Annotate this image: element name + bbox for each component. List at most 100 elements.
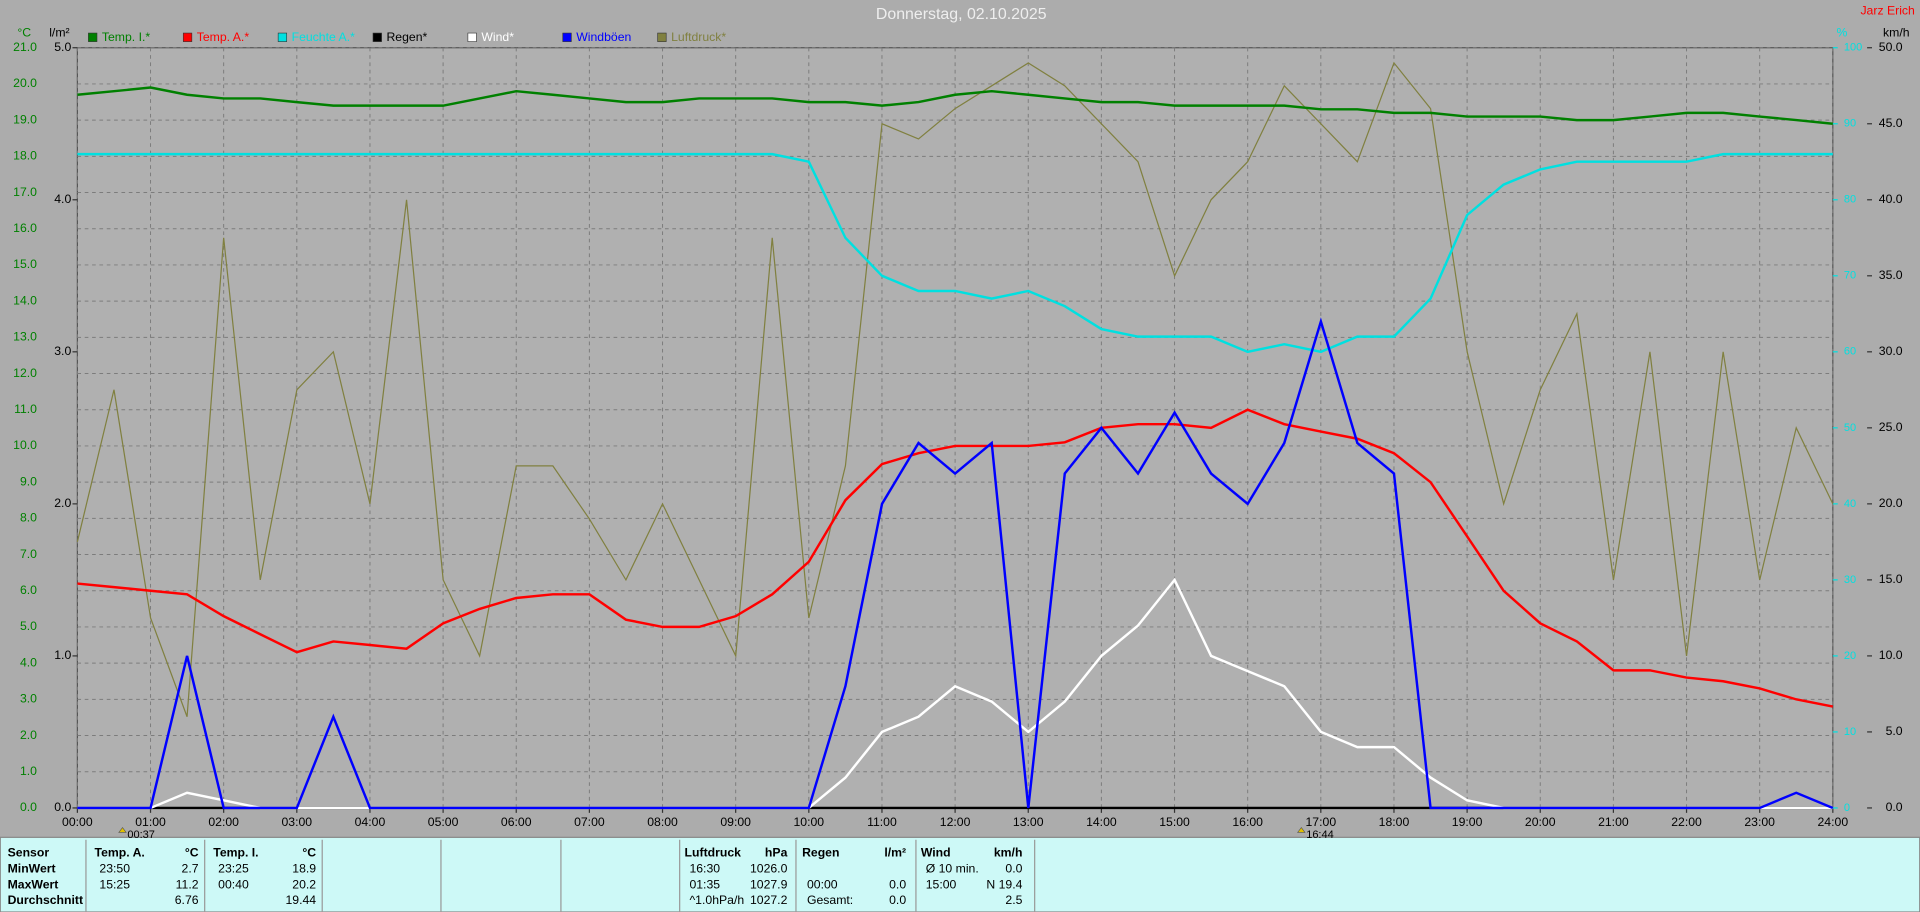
y2-tick-label: 5.0 [54,40,71,54]
y4-tick-label: 25.0 [1879,420,1903,434]
series-line [77,152,1833,354]
cell-label: 01:35 [689,877,720,891]
row-label: MaxWert [8,877,59,891]
y4-tick-label: 40.0 [1879,192,1903,206]
x-tick-label: 09:00 [720,815,751,829]
cell-value: 6.76 [175,893,199,907]
y-tick-label: 10.0 [13,438,37,452]
cell-label: 16:30 [689,861,720,875]
table-header: Sensor [8,845,50,859]
stats-panel: Sensor MinWert MaxWert Durchschnitt Temp. A.… [0,836,1920,912]
x-tick-label: 00:00 [62,815,93,829]
y-tick-label: 9.0 [20,474,37,488]
legend-label: Regen* [386,30,427,44]
legend-swatch [562,32,572,42]
unit-label: % [1836,25,1847,39]
column-unit: °C [185,845,199,859]
x-tick-label: 21:00 [1598,815,1629,829]
x-tick-label: 13:00 [1013,815,1044,829]
column-title: Regen [802,845,839,859]
y-tick-label: 19.0 [13,112,37,126]
x-tick-label: 17:00 [1306,815,1337,829]
y3-tick-label: 100 [1844,42,1862,54]
y3-tick-label: 40 [1844,498,1856,510]
unit-label: l/m² [49,25,69,39]
y-tick-label: 1.0 [20,764,37,778]
x-tick-label: 07:00 [574,815,605,829]
y4-tick-label: 35.0 [1879,268,1903,282]
panel-background [0,836,1920,912]
y-tick-label: 11.0 [14,402,37,416]
y4-tick-label: 15.0 [1879,572,1903,586]
y-tick-label: 17.0 [13,185,37,199]
cell-label: 15:00 [926,877,957,891]
y4-tick-label: 10.0 [1879,648,1903,662]
cell-label: Gesamt: [807,893,853,907]
y3-tick-label: 90 [1844,118,1856,130]
column-unit: °C [302,845,316,859]
grid [76,47,1834,809]
y2-tick-label: 2.0 [54,496,71,510]
y3-tick-label: 20 [1844,650,1856,662]
y-tick-label: 12.0 [13,366,37,380]
x-tick-label: 20:00 [1525,815,1556,829]
y-tick-label: 6.0 [20,583,37,597]
x-tick-label: 22:00 [1671,815,1702,829]
column-title: Wind [921,845,951,859]
y2-tick-label: 0.0 [54,800,71,814]
y-tick-label: 5.0 [20,619,37,633]
y-tick-label: 21.0 [13,40,37,54]
cell-label: 00:40 [218,877,249,891]
y3-tick-label: 30 [1844,574,1856,586]
cell-label: ^1.0hPa/h [689,893,744,907]
cell-value: 1026.0 [750,861,788,875]
annotation-label: 16:44 [1306,829,1334,841]
legend-swatch [372,32,382,42]
cell-value: 2.5 [1005,893,1022,907]
cell-value: 19.44 [285,893,316,907]
series-line [77,408,1834,708]
y3-tick-label: 80 [1844,194,1856,206]
cell-value: 0.0 [1005,861,1022,875]
legend-label: Windböen [576,30,631,44]
cell-label: 23:25 [218,861,249,875]
y4-tick-label: 50.0 [1879,40,1903,54]
x-tick-label: 08:00 [647,815,678,829]
x-tick-label: 10:00 [794,815,825,829]
y-tick-label: 3.0 [20,692,37,706]
cell-value: 1027.9 [750,877,788,891]
legend-swatch [182,32,193,42]
cell-value: 2.7 [182,861,199,875]
x-tick-label: 06:00 [501,815,532,829]
y-tick-label: 8.0 [20,511,37,525]
chart-title: Donnerstag, 02.10.2025 [876,6,1047,23]
column-unit: l/m² [884,845,906,859]
x-tick-label: 23:00 [1744,815,1775,829]
y4-tick-label: 20.0 [1879,496,1903,510]
legend-label: Wind* [481,30,514,44]
legend-label: Feuchte A.* [292,30,355,44]
cell-value: 0.0 [889,877,906,891]
x-tick-label: 04:00 [355,815,386,829]
cell-value: 11.2 [176,877,199,891]
unit-label: °C [17,25,31,39]
y3-tick-label: 50 [1844,422,1856,434]
legend-label: Temp. I.* [102,30,151,44]
x-tick-label: 14:00 [1086,815,1117,829]
cell-value: N 19.4 [986,877,1022,891]
legend-swatch [467,32,477,42]
cell-value: 20.2 [292,877,316,891]
x-tick-label: 24:00 [1818,815,1849,829]
y-tick-label: 13.0 [13,330,37,344]
y-tick-label: 7.0 [20,547,37,561]
x-tick-label: 01:00 [135,815,166,829]
y-tick-label: 16.0 [13,221,37,235]
unit-label: km/h [1883,25,1910,39]
column-unit: km/h [994,845,1023,859]
cell-label: 00:00 [807,877,838,891]
x-tick-label: 02:00 [208,815,239,829]
x-tick-label: 05:00 [428,815,459,829]
x-tick-label: 18:00 [1379,815,1410,829]
x-tick-label: 12:00 [940,815,971,829]
